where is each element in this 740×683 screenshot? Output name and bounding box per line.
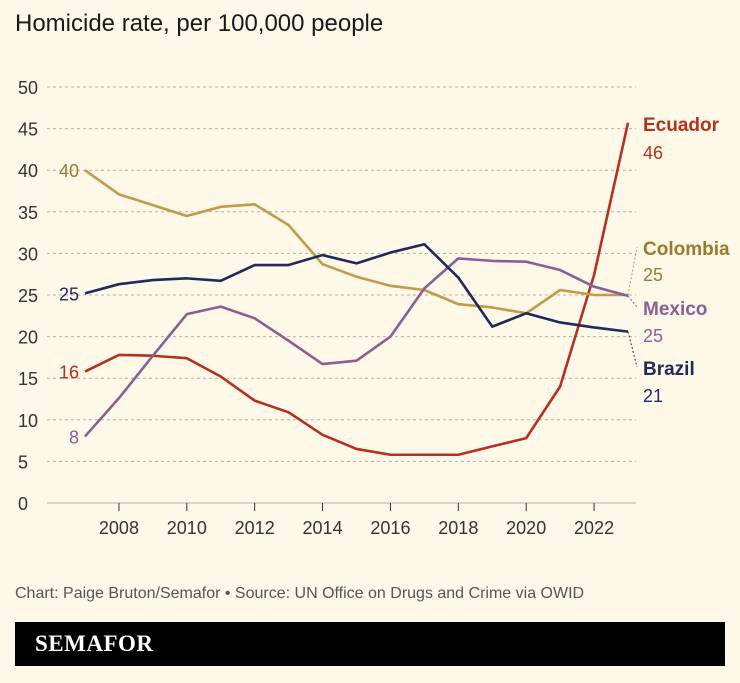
x-tick-label: 2014 <box>303 518 343 538</box>
end-value-label: 25 <box>643 326 663 346</box>
x-tick-label: 2022 <box>574 518 614 538</box>
x-tick-label: 2012 <box>235 518 275 538</box>
semafor-logo: SEMAFOR <box>35 631 154 656</box>
series-line-brazil <box>84 242 629 333</box>
series-line-mexico <box>84 257 629 438</box>
series-name-label: Ecuador <box>643 115 720 136</box>
y-tick-label: 20 <box>18 328 38 348</box>
end-value-label: 21 <box>643 386 663 406</box>
line-chart: 0 5 10 15 20 25 30 35 40 45 50 2008 2010 2012 2014 2016… <box>18 78 730 538</box>
start-value-label: 16 <box>59 363 79 383</box>
series-line-colombia <box>84 169 628 315</box>
x-tick-label: 2016 <box>370 518 410 538</box>
leader-line <box>627 295 638 308</box>
end-value-label: 25 <box>643 265 663 285</box>
start-value-label: 8 <box>69 427 79 447</box>
series-name-label: Brazil <box>643 359 695 380</box>
y-tick-label: 25 <box>18 286 38 306</box>
x-tick-label: 2010 <box>167 518 207 538</box>
x-tick-label: 2020 <box>506 518 546 538</box>
end-value-label: 46 <box>643 143 663 163</box>
y-tick-label: 10 <box>18 411 38 431</box>
x-tick-label: 2008 <box>99 518 139 538</box>
y-tick-label: 30 <box>18 244 38 264</box>
leader-line <box>627 246 638 296</box>
series-name-label: Mexico <box>643 299 707 320</box>
series-line-ecuador <box>84 122 630 457</box>
start-value-label: 40 <box>59 161 79 181</box>
series-name-label: Colombia <box>643 239 730 260</box>
y-tick-label: 35 <box>18 203 38 223</box>
y-tick-label: 15 <box>18 369 38 389</box>
chart-title: Homicide rate, per 100,000 people <box>15 10 384 37</box>
y-tick-label: 5 <box>18 452 28 472</box>
y-tick-label: 0 <box>18 494 28 514</box>
y-tick-label: 50 <box>18 78 38 98</box>
y-tick-label: 45 <box>18 120 38 140</box>
start-value-label: 25 <box>59 284 79 304</box>
brand-bar: SEMAFOR <box>15 622 725 666</box>
chart-credit: Chart: Paige Bruton/Semafor • Source: UN… <box>15 585 585 602</box>
x-tick-label: 2018 <box>438 518 478 538</box>
y-tick-label: 40 <box>18 161 38 181</box>
